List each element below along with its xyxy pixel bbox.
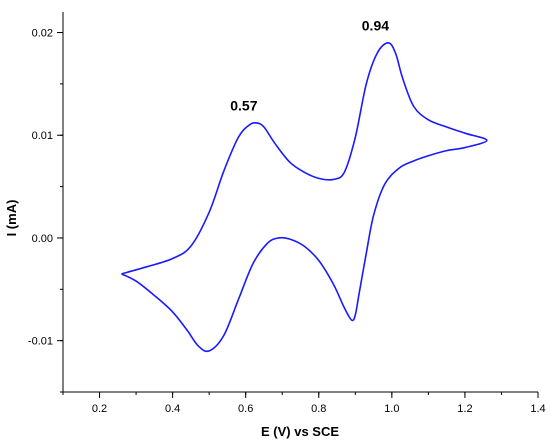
- cv-curve: [121, 42, 488, 353]
- peak-annotation: 0.57: [230, 98, 257, 114]
- x-tick-label: 1.2: [457, 403, 472, 415]
- y-axis-title: I (mA): [4, 200, 19, 237]
- y-tick-label: 0.02: [32, 28, 53, 40]
- y-tick-label: 0.00: [32, 233, 53, 245]
- x-tick-label: 1.0: [384, 403, 399, 415]
- x-tick-label: 0.4: [165, 403, 180, 415]
- y-axis-ticks: -0.01 0.00 0.01 0.02: [28, 28, 63, 393]
- plot-frame: [62, 12, 538, 393]
- peak-annotation: 0.94: [362, 17, 389, 33]
- x-tick-label: 1.4: [530, 403, 545, 415]
- y-tick-label: -0.01: [28, 336, 53, 348]
- x-axis-ticks: 0.2 0.4 0.6 0.8 1.0 1.2 1.4: [62, 392, 546, 415]
- y-tick-label: 0.01: [32, 130, 53, 142]
- x-tick-label: 0.6: [238, 403, 253, 415]
- x-tick-label: 0.8: [311, 403, 326, 415]
- annotation-layer: 0.57 0.94: [230, 17, 389, 113]
- series-layer: [121, 42, 488, 353]
- x-axis-title: E (V) vs SCE: [261, 424, 339, 439]
- x-tick-label: 0.2: [92, 403, 107, 415]
